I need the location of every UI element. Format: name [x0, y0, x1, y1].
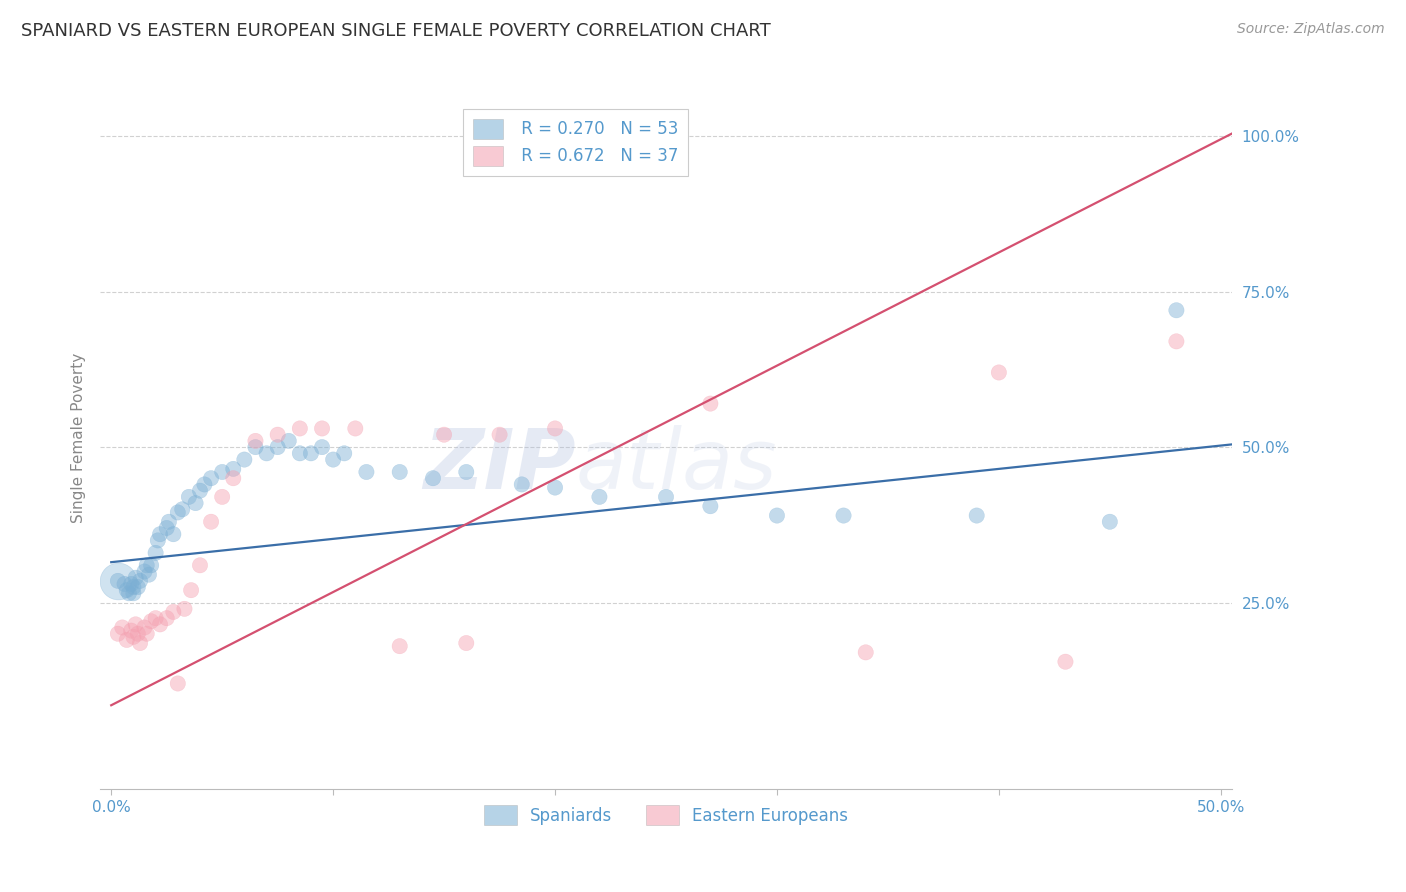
Point — [344, 421, 367, 435]
Point — [134, 620, 156, 634]
Point — [114, 577, 136, 591]
Point — [129, 636, 152, 650]
Point — [1166, 334, 1188, 349]
Point — [277, 434, 299, 448]
Point — [118, 586, 141, 600]
Point — [356, 465, 378, 479]
Point — [166, 676, 188, 690]
Point — [222, 471, 245, 485]
Point — [266, 440, 288, 454]
Legend: Spaniards, Eastern Europeans: Spaniards, Eastern Europeans — [475, 797, 856, 834]
Point — [256, 446, 278, 460]
Point — [156, 521, 179, 535]
Text: atlas: atlas — [575, 425, 778, 507]
Point — [245, 434, 267, 448]
Point — [180, 583, 202, 598]
Point — [177, 490, 200, 504]
Point — [111, 620, 134, 634]
Point — [173, 602, 195, 616]
Text: ZIP: ZIP — [423, 425, 575, 507]
Point — [211, 465, 233, 479]
Point — [266, 427, 288, 442]
Point — [456, 636, 478, 650]
Point — [146, 533, 169, 548]
Point — [107, 626, 129, 640]
Point — [1098, 515, 1121, 529]
Point — [149, 527, 172, 541]
Point — [855, 645, 877, 659]
Point — [588, 490, 610, 504]
Point — [135, 558, 157, 573]
Point — [311, 421, 333, 435]
Point — [127, 626, 149, 640]
Y-axis label: Single Female Poverty: Single Female Poverty — [72, 352, 86, 523]
Point — [433, 427, 456, 442]
Point — [333, 446, 356, 460]
Point — [544, 481, 567, 495]
Point — [299, 446, 322, 460]
Point — [149, 617, 172, 632]
Point — [193, 477, 215, 491]
Point — [311, 440, 333, 454]
Point — [188, 558, 211, 573]
Point — [135, 626, 157, 640]
Point — [655, 490, 678, 504]
Point — [233, 452, 256, 467]
Point — [107, 574, 129, 588]
Point — [322, 452, 344, 467]
Point — [766, 508, 789, 523]
Point — [488, 427, 510, 442]
Point — [141, 615, 163, 629]
Point — [124, 571, 146, 585]
Point — [966, 508, 988, 523]
Point — [138, 567, 160, 582]
Point — [1166, 303, 1188, 318]
Point — [145, 611, 167, 625]
Point — [172, 502, 194, 516]
Point — [832, 508, 855, 523]
Point — [145, 546, 167, 560]
Point — [129, 574, 152, 588]
Point — [124, 617, 146, 632]
Point — [127, 580, 149, 594]
Point — [166, 505, 188, 519]
Point — [288, 421, 311, 435]
Point — [141, 558, 163, 573]
Point — [699, 500, 721, 514]
Point — [188, 483, 211, 498]
Text: Source: ZipAtlas.com: Source: ZipAtlas.com — [1237, 22, 1385, 37]
Point — [987, 366, 1010, 380]
Point — [200, 515, 222, 529]
Point — [245, 440, 267, 454]
Point — [699, 396, 721, 410]
Point — [162, 605, 184, 619]
Point — [120, 624, 142, 638]
Point — [388, 465, 411, 479]
Point — [288, 446, 311, 460]
Point — [157, 515, 180, 529]
Point — [156, 611, 179, 625]
Point — [544, 421, 567, 435]
Point — [388, 639, 411, 653]
Point — [510, 477, 533, 491]
Point — [122, 580, 145, 594]
Point — [107, 574, 129, 588]
Point — [115, 583, 138, 598]
Point — [134, 565, 156, 579]
Point — [422, 471, 444, 485]
Point — [222, 462, 245, 476]
Point — [211, 490, 233, 504]
Point — [184, 496, 207, 510]
Point — [122, 586, 145, 600]
Point — [162, 527, 184, 541]
Point — [115, 632, 138, 647]
Point — [1054, 655, 1077, 669]
Point — [120, 577, 142, 591]
Text: SPANIARD VS EASTERN EUROPEAN SINGLE FEMALE POVERTY CORRELATION CHART: SPANIARD VS EASTERN EUROPEAN SINGLE FEMA… — [21, 22, 770, 40]
Point — [456, 465, 478, 479]
Point — [200, 471, 222, 485]
Point — [122, 630, 145, 644]
